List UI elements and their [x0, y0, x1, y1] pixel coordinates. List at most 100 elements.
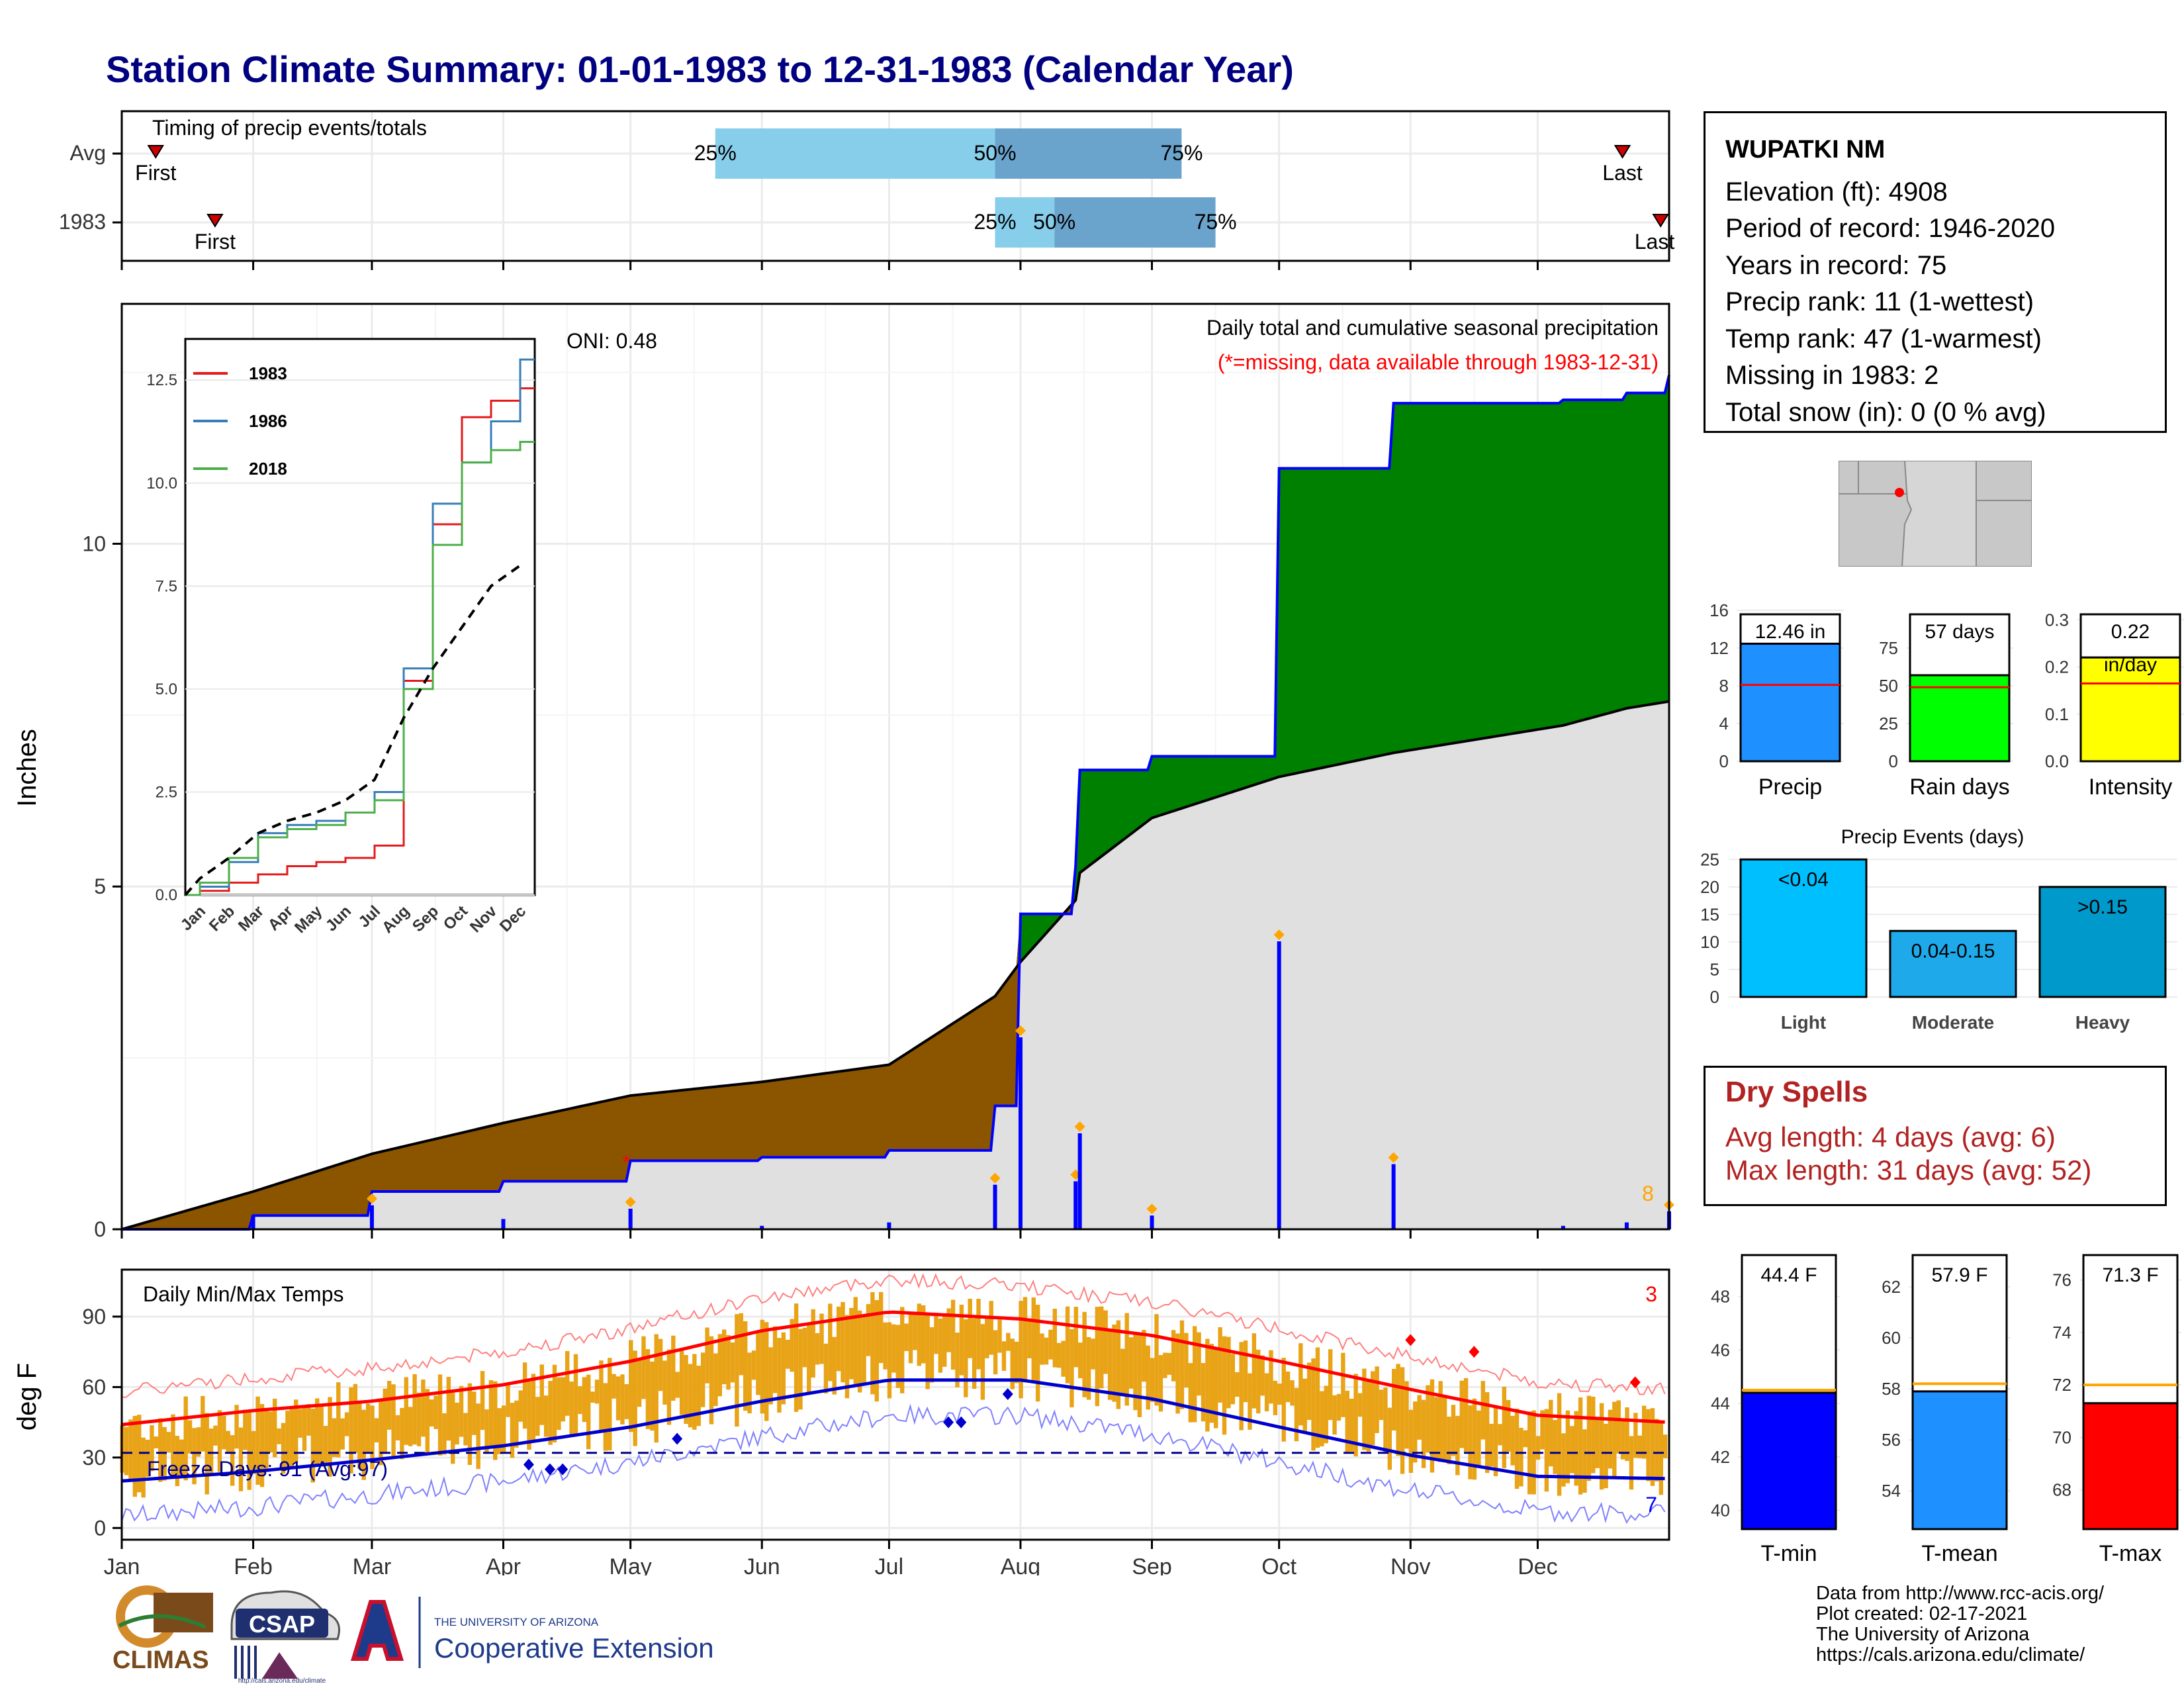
inset-x-tick: May [291, 902, 326, 937]
daily-temp-bar [692, 1354, 697, 1430]
record-high-marker [1629, 1376, 1641, 1389]
daily-temp-bar [1320, 1391, 1324, 1446]
daily-temp-bar [1057, 1342, 1062, 1368]
daily-temp-bar [370, 1405, 375, 1470]
daily-temp-bar [832, 1336, 837, 1395]
inset-x-tick: Aug [379, 902, 413, 937]
daily-temp-bar [1629, 1436, 1634, 1490]
daily-temp-bar [1277, 1383, 1282, 1405]
daily-temp-bar [259, 1404, 265, 1487]
heavy-event-marker [1074, 1121, 1085, 1133]
inset-x-tick: Apr [265, 902, 296, 934]
daily-temp-bar [1239, 1342, 1244, 1430]
daily-temp-bar [1655, 1419, 1659, 1481]
daily-temp-bar [836, 1306, 841, 1372]
daily-temp-bar [629, 1340, 633, 1432]
daily-temp-bar [900, 1307, 905, 1393]
daily-temp-bar [1332, 1395, 1337, 1435]
daily-temp-bar [1027, 1318, 1032, 1358]
timing-row-label: Avg [69, 141, 106, 165]
daily-temp-bar [1082, 1311, 1087, 1397]
credit-line: https://cals.arizona.edu/climate/ [1816, 1644, 2085, 1665]
daily-temp-bar [1366, 1381, 1371, 1452]
daily-temp-bar [1222, 1336, 1227, 1435]
record-high-marker [1405, 1334, 1416, 1346]
month-label: Apr [486, 1554, 521, 1575]
record-high-marker [1469, 1346, 1480, 1358]
daily-temp-bar [569, 1382, 574, 1437]
mini-y-tick: 50 [1879, 676, 1898, 696]
daily-temp-bar [1171, 1330, 1176, 1382]
pct-label: 25% [974, 210, 1017, 234]
daily-temp-bar [437, 1374, 443, 1456]
tbar-y-tick: 58 [1882, 1379, 1901, 1399]
daily-temp-bar [552, 1364, 557, 1442]
daily-temp-bar [1269, 1350, 1273, 1404]
inset-y-tick: 10.0 [146, 475, 177, 492]
events-y-tick: 20 [1700, 877, 1719, 897]
daily-temp-bar [1324, 1385, 1328, 1444]
daily-temp-bar [459, 1385, 464, 1437]
mini-y-tick: 0.0 [2045, 751, 2069, 771]
surplus-area [122, 375, 1669, 1229]
daily-bar [251, 1215, 255, 1229]
daily-temp-bar [1040, 1333, 1044, 1365]
daily-temp-bar [1574, 1411, 1578, 1486]
daily-temp-bar [1472, 1398, 1477, 1480]
daily-temp-bar [777, 1338, 782, 1413]
tbar-value-label: 71.3 F [2102, 1264, 2158, 1286]
daily-temp-bar [790, 1319, 794, 1372]
record-low-marker [672, 1432, 683, 1445]
daily-temp-bar [319, 1405, 324, 1463]
daily-temp-bar [594, 1380, 600, 1404]
daily-temp-bar [226, 1430, 230, 1454]
events-y-tick: 0 [1710, 987, 1719, 1007]
daily-temp-bar [264, 1410, 269, 1470]
daily-temp-bar [557, 1377, 561, 1430]
month-label: Sep [1132, 1554, 1172, 1575]
daily-temp-bar [658, 1338, 663, 1391]
daily-temp-bar [828, 1303, 833, 1382]
timing-title: Timing of precip events/totals [152, 116, 427, 140]
temp-cold-count: 7 [1645, 1493, 1657, 1517]
daily-temp-bar [688, 1364, 693, 1428]
daily-temp-bar [361, 1409, 366, 1480]
daily-temp-bar [721, 1329, 727, 1385]
daily-temp-bar [1154, 1314, 1159, 1406]
daily-temp-bar [772, 1326, 778, 1393]
record-low-marker [943, 1416, 954, 1429]
daily-temp-bar [713, 1353, 718, 1407]
daily-temp-bar [1468, 1405, 1473, 1479]
precip-events-chart: Precip Events (days) 0 5 10 15 20 25 <0.04 Light… [1700, 826, 2177, 1033]
daily-temp-bar [1256, 1349, 1261, 1414]
daily-temp-bar [243, 1409, 248, 1450]
inset-x-tick: Jul [355, 902, 385, 931]
daily-temp-bar [412, 1374, 417, 1445]
daily-temp-bar [433, 1395, 438, 1429]
daily-temp-bar [1010, 1338, 1015, 1389]
daily-temp-bar [565, 1351, 570, 1416]
daily-temp-bar [955, 1333, 960, 1387]
daily-temp-bar [323, 1426, 328, 1466]
daily-temp-bar [620, 1374, 625, 1425]
daily-temp-bar [1209, 1344, 1214, 1423]
daily-temp-bar [1620, 1418, 1625, 1460]
mini-y-tick: 8 [1719, 676, 1729, 696]
daily-temp-bar [705, 1327, 709, 1383]
events-y-tick: 10 [1700, 932, 1719, 952]
daily-temp-bar [1197, 1332, 1201, 1396]
daily-temp-bar [786, 1339, 790, 1369]
daily-bar [993, 1184, 997, 1229]
daily-temp-bar [1150, 1358, 1155, 1402]
daily-temp-bar [175, 1436, 180, 1487]
daily-temp-bar [968, 1298, 972, 1358]
tbar-label-box [1741, 1254, 1837, 1394]
daily-bar [760, 1225, 764, 1229]
daily-temp-bar [1243, 1340, 1248, 1403]
daily-bar [1073, 1181, 1078, 1229]
inset-x-tick: Dec [496, 902, 529, 935]
mini-y-tick: 0.2 [2045, 657, 2069, 677]
daily-temp-bar [862, 1316, 866, 1384]
daily-temp-bar [1345, 1390, 1349, 1454]
daily-temp-bar [281, 1423, 286, 1474]
